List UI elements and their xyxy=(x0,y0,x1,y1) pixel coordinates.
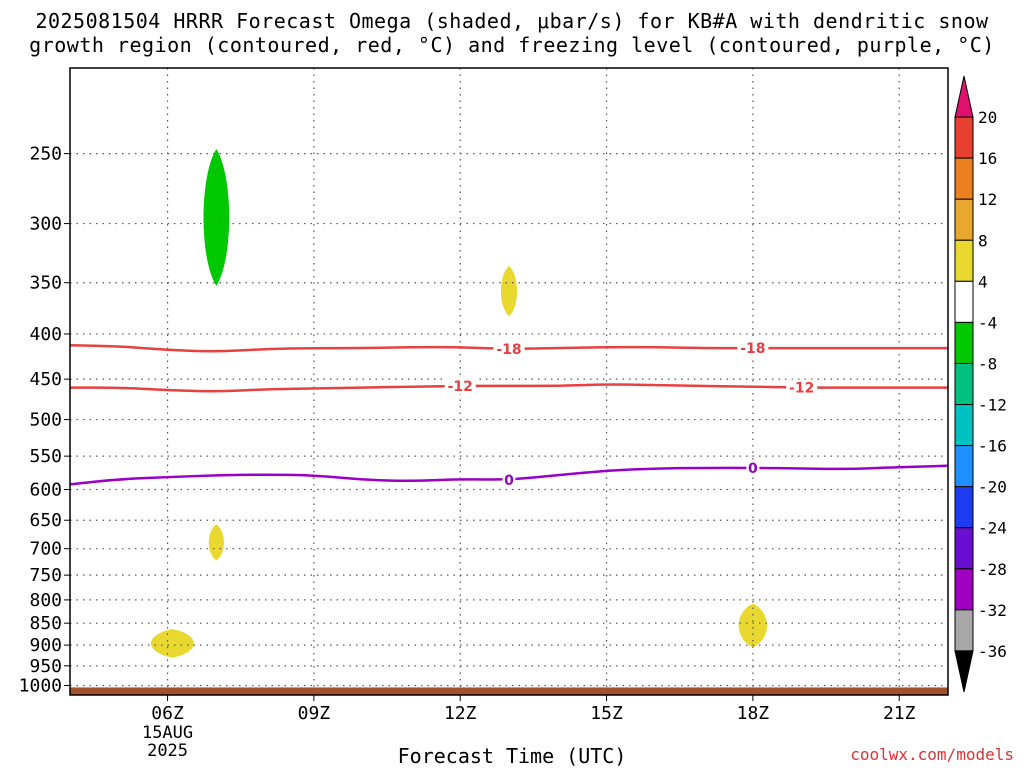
x-date-label: 2025 xyxy=(147,741,188,761)
colorbar-segment xyxy=(954,157,974,200)
colorbar-segment xyxy=(954,527,974,570)
x-tick-label: 15Z xyxy=(590,703,623,724)
y-tick-label: 350 xyxy=(29,273,62,294)
y-tick-label: 900 xyxy=(29,635,62,656)
colorbar-segment xyxy=(954,445,974,488)
x-tick-label: 21Z xyxy=(883,703,916,724)
contour-label: 0 xyxy=(504,473,514,489)
plot-frame xyxy=(69,67,949,696)
colorbar-label: -16 xyxy=(978,437,1007,456)
colorbar-label: -8 xyxy=(978,354,997,373)
y-tick-label: 600 xyxy=(29,480,62,501)
colorbar-segment xyxy=(954,609,974,652)
x-tick-label: 18Z xyxy=(737,703,770,724)
omega-shading xyxy=(151,148,768,658)
y-tick-label: 300 xyxy=(29,214,62,235)
colorbar-label: -36 xyxy=(978,642,1007,661)
colorbar-segment xyxy=(954,280,974,323)
x-axis-label: Forecast Time (UTC) xyxy=(397,744,627,768)
colorbar-segment xyxy=(954,486,974,529)
colorbar-segment xyxy=(954,239,974,282)
chart-title-line1: 2025081504 HRRR Forecast Omega (shaded, … xyxy=(35,9,989,33)
colorbar-label: -12 xyxy=(978,396,1007,415)
contour-label: -12 xyxy=(789,381,814,397)
contour-label-bg xyxy=(786,379,818,396)
contour-label-bg xyxy=(493,341,525,358)
colorbar: 20 16 12 8 4 -4 -8 -12 -16 -20 -24 -28 -32 -36 xyxy=(954,75,1007,693)
y-tick-label: 400 xyxy=(29,324,62,345)
contour-label: -18 xyxy=(740,341,765,357)
colorbar-top-arrow xyxy=(954,75,974,118)
chart-title-line2: growth region (contoured, red, °C) and f… xyxy=(29,33,995,57)
colorbar-segment xyxy=(954,362,974,406)
colorbar-label: -20 xyxy=(978,478,1007,497)
omega-area xyxy=(151,628,194,658)
omega-area xyxy=(738,603,768,648)
colorbar-bottom-arrow xyxy=(954,650,974,693)
contours: -18 -18 -12 -12 0 0 xyxy=(69,340,949,489)
x-tick-label: 06Z xyxy=(151,703,184,724)
colorbar-label: 8 xyxy=(978,231,988,250)
omega-area xyxy=(203,148,230,286)
colorbar-label: -24 xyxy=(978,519,1007,538)
contour-label-bg xyxy=(737,340,769,357)
y-tick-label: 650 xyxy=(29,510,62,531)
colorbar-segment xyxy=(954,404,974,447)
colorbar-segment xyxy=(954,198,974,241)
y-tick-label: 550 xyxy=(29,446,62,467)
x-date-label: 15AUG xyxy=(142,723,193,743)
y-tick-label: 500 xyxy=(29,410,62,431)
colorbar-label: 20 xyxy=(978,108,997,127)
y-tick-label: 250 xyxy=(29,144,62,165)
omega-area xyxy=(500,265,518,317)
contour-label-bg xyxy=(502,471,516,488)
credit-link[interactable]: coolwx.com/models xyxy=(850,745,1014,764)
colorbar-segment xyxy=(954,116,974,159)
contour-label: -12 xyxy=(448,379,473,395)
x-tick-label: 09Z xyxy=(298,703,331,724)
y-tick-label: 950 xyxy=(29,656,62,677)
y-tick-label: 750 xyxy=(29,565,62,586)
colorbar-label: -4 xyxy=(978,313,997,332)
colorbar-label: 16 xyxy=(978,149,997,168)
y-tick-label: 800 xyxy=(29,590,62,611)
colorbar-label: -28 xyxy=(978,560,1007,579)
terrain xyxy=(70,687,948,695)
contour-label-bg xyxy=(746,459,760,476)
colorbar-label: 12 xyxy=(978,190,997,209)
x-tick-label: 12Z xyxy=(444,703,477,724)
colorbar-segment xyxy=(954,321,974,364)
omega-area xyxy=(208,524,224,561)
y-tick-label: 1000 xyxy=(19,676,62,697)
colorbar-label: 4 xyxy=(978,272,988,291)
y-tick-label: 700 xyxy=(29,539,62,560)
colorbar-segment xyxy=(954,568,974,611)
contour-label: -18 xyxy=(496,342,521,358)
colorbar-label: -32 xyxy=(978,601,1007,620)
y-tick-label: 850 xyxy=(29,613,62,634)
contour-label-bg xyxy=(444,377,476,394)
terrain-fill xyxy=(70,687,948,695)
y-tick-label: 450 xyxy=(29,369,62,390)
contour-label: 0 xyxy=(748,461,758,477)
axes: 2503003504004505005506006507007508008509… xyxy=(19,67,949,761)
dendritic-contour-line xyxy=(70,383,948,393)
